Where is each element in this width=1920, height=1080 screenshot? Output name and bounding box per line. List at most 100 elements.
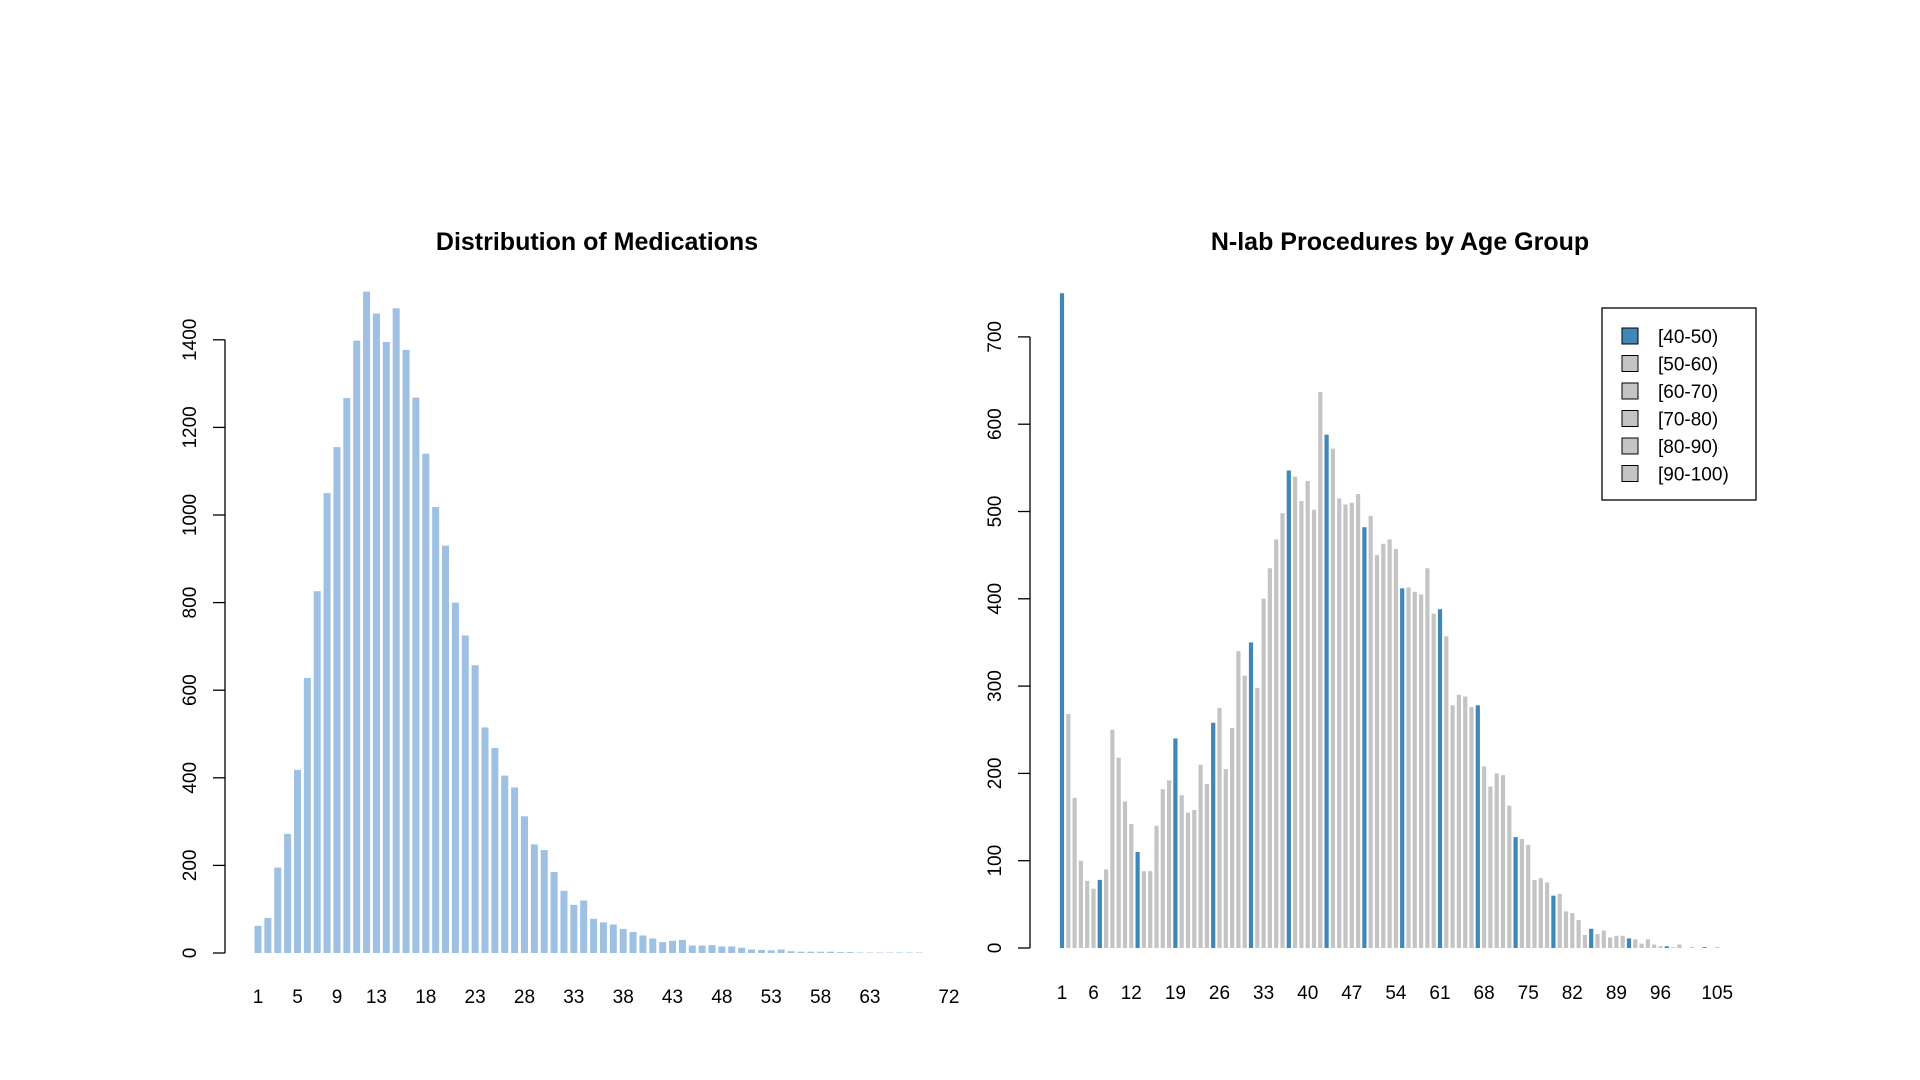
bar-lab-procedures-10	[1116, 757, 1121, 948]
bar-lab-procedures-16	[1154, 825, 1159, 948]
legend-label: [70-80)	[1658, 410, 1718, 431]
bar-medications-22	[461, 635, 469, 953]
bar-medications-52	[757, 949, 765, 953]
bar-lab-procedures-14	[1141, 871, 1146, 948]
bar-lab-procedures-42	[1318, 391, 1323, 948]
y-tick-label: 1400	[180, 319, 201, 361]
bar-medications-53	[767, 950, 775, 953]
x-tick-label: 18	[415, 987, 436, 1008]
bar-lab-procedures-75	[1526, 844, 1531, 948]
x-tick-label: 38	[613, 987, 634, 1008]
bar-medications-2	[264, 917, 272, 953]
bar-medications-33	[570, 904, 578, 953]
bar-lab-procedures-55	[1400, 588, 1405, 948]
bar-medications-58	[817, 951, 825, 953]
bar-lab-procedures-48	[1356, 494, 1361, 948]
bar-lab-procedures-71	[1500, 775, 1506, 948]
bar-medications-55	[787, 951, 795, 953]
bar-medications-10	[343, 398, 351, 953]
y-tick-label: 400	[180, 762, 201, 794]
bar-lab-procedures-103	[1702, 947, 1707, 948]
bar-medications-47	[708, 945, 716, 953]
x-tick-label: 19	[1165, 983, 1186, 1004]
bar-medications-6	[303, 677, 311, 953]
bar-lab-procedures-28	[1230, 728, 1235, 948]
bar-lab-procedures-11	[1122, 801, 1128, 948]
x-tick-label: 105	[1701, 983, 1733, 1004]
y-tick-label: 800	[180, 587, 201, 619]
legend-label: [60-70)	[1658, 382, 1718, 403]
bar-lab-procedures-23	[1198, 764, 1203, 948]
x-tick-label: 43	[662, 987, 683, 1008]
bar-lab-procedures-8	[1104, 869, 1109, 948]
bar-medications-8	[323, 493, 331, 953]
bar-lab-procedures-33	[1261, 598, 1266, 948]
bar-medications-57	[807, 951, 815, 953]
x-tick-label: 6	[1088, 983, 1099, 1004]
bar-lab-procedures-4	[1078, 860, 1083, 948]
bar-medications-21	[451, 602, 459, 953]
bar-lab-procedures-68	[1482, 766, 1487, 948]
x-tick-label: 33	[1253, 983, 1274, 1004]
bar-lab-procedures-27	[1223, 769, 1228, 948]
x-tick-label: 82	[1562, 983, 1583, 1004]
bar-medications-45	[688, 945, 696, 953]
bar-lab-procedures-99	[1677, 944, 1682, 948]
bar-lab-procedures-26	[1217, 707, 1222, 948]
bar-medications-36	[599, 922, 607, 953]
bar-lab-procedures-54	[1393, 549, 1398, 948]
bar-lab-procedures-44	[1330, 448, 1335, 948]
bar-medications-13	[372, 313, 380, 953]
bar-lab-procedures-82	[1570, 913, 1575, 948]
bar-lab-procedures-43	[1324, 434, 1329, 948]
y-tick-label: 500	[985, 496, 1006, 528]
bar-medications-35	[590, 918, 598, 953]
bar-lab-procedures-2	[1066, 714, 1071, 948]
bar-lab-procedures-66	[1469, 707, 1474, 948]
bar-lab-procedures-78	[1545, 882, 1550, 948]
x-tick-label: 48	[711, 987, 732, 1008]
bar-lab-procedures-63	[1450, 705, 1455, 948]
bar-medications-41	[649, 938, 657, 953]
bar-lab-procedures-94	[1645, 939, 1650, 948]
x-tick-label: 68	[1474, 983, 1495, 1004]
bar-medications-40	[639, 935, 647, 953]
bar-lab-procedures-60	[1431, 613, 1436, 948]
bar-medications-25	[491, 748, 499, 953]
bar-medications-60	[836, 952, 844, 953]
y-tick-label: 1200	[180, 406, 201, 448]
bar-lab-procedures-53	[1387, 539, 1392, 948]
bar-medications-16	[402, 349, 410, 953]
bar-medications-37	[609, 924, 617, 953]
bar-lab-procedures-38	[1293, 476, 1298, 948]
bar-lab-procedures-73	[1513, 837, 1518, 948]
bar-lab-procedures-64	[1456, 694, 1461, 948]
x-tick-label: 58	[810, 987, 831, 1008]
bar-lab-procedures-105	[1715, 947, 1720, 948]
bar-medications-59	[826, 951, 834, 953]
bar-medications-43	[669, 940, 677, 953]
y-tick-label: 700	[985, 321, 1006, 353]
bar-lab-procedures-59	[1425, 568, 1430, 948]
x-tick-label: 9	[332, 987, 343, 1008]
bar-medications-44	[678, 939, 686, 953]
bar-lab-procedures-61	[1437, 609, 1443, 948]
bar-lab-procedures-65	[1463, 696, 1468, 948]
bar-lab-procedures-37	[1286, 470, 1291, 948]
x-tick-label: 54	[1385, 983, 1407, 1004]
bar-lab-procedures-5	[1085, 880, 1090, 948]
bar-lab-procedures-36	[1280, 513, 1285, 948]
bar-lab-procedures-91	[1626, 938, 1632, 948]
bar-lab-procedures-87	[1601, 930, 1606, 948]
bar-medications-11	[353, 340, 361, 953]
bar-lab-procedures-69	[1488, 786, 1493, 948]
bar-lab-procedures-57	[1412, 591, 1417, 948]
x-tick-label: 61	[1429, 983, 1450, 1004]
bar-lab-procedures-17	[1160, 789, 1165, 948]
bar-medications-46	[698, 945, 706, 953]
bar-lab-procedures-86	[1595, 934, 1600, 948]
bar-lab-procedures-49	[1362, 527, 1367, 948]
bar-lab-procedures-98	[1671, 947, 1676, 948]
x-tick-label: 23	[465, 987, 486, 1008]
x-tick-label: 13	[366, 987, 387, 1008]
